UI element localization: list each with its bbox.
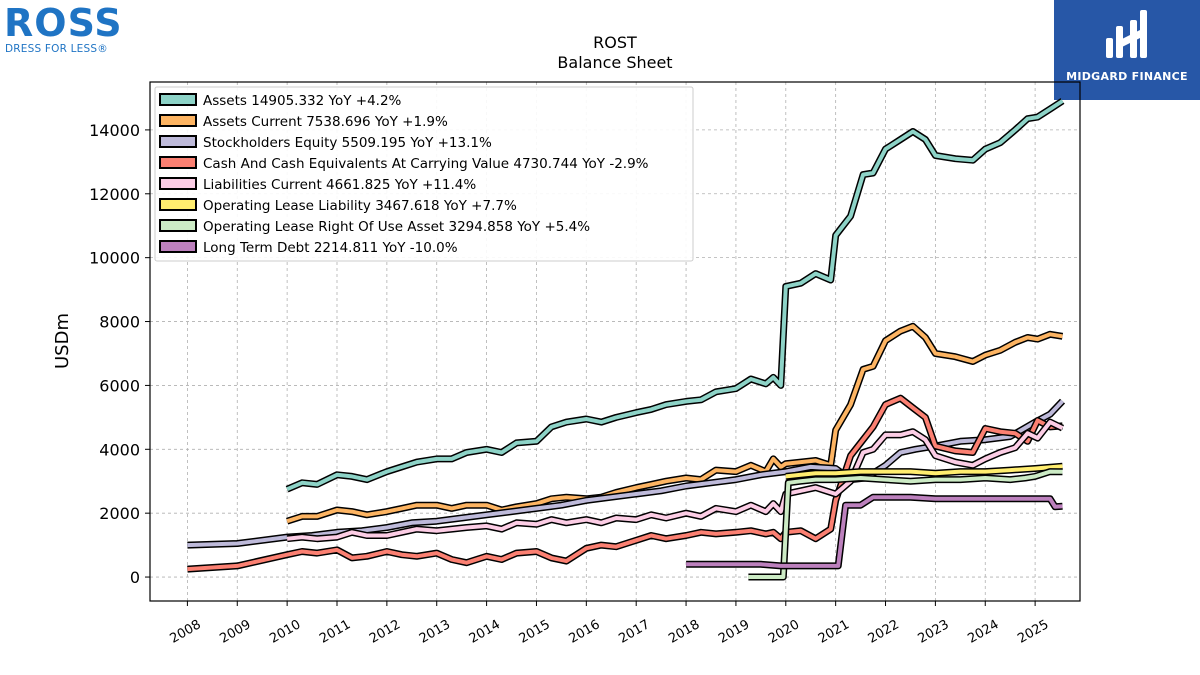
y-tick-label: 8000 bbox=[99, 313, 140, 332]
legend-label: Cash And Cash Equivalents At Carrying Va… bbox=[203, 156, 649, 172]
y-tick-label: 10000 bbox=[89, 249, 140, 268]
legend: Assets 14905.332 YoY +4.2% Assets Current… bbox=[154, 86, 694, 262]
legend-label: Operating Lease Right Of Use Asset 3294.… bbox=[203, 219, 590, 235]
y-tick-label: 0 bbox=[130, 568, 140, 587]
series-line bbox=[785, 464, 1063, 479]
y-tick-label: 14000 bbox=[89, 121, 140, 140]
legend-entry: Stockholders Equity 5509.195 YoY +13.1% bbox=[159, 135, 492, 151]
y-tick-label: 12000 bbox=[89, 185, 140, 204]
x-tick-label: 2014 bbox=[467, 617, 503, 647]
legend-entry: Cash And Cash Equivalents At Carrying Va… bbox=[159, 156, 649, 172]
x-tick-label: 2022 bbox=[866, 617, 902, 647]
x-tick-label: 2016 bbox=[566, 617, 602, 647]
legend-entry: Operating Lease Right Of Use Asset 3294.… bbox=[159, 219, 590, 235]
x-tick-label: 2008 bbox=[168, 617, 204, 647]
legend-label: Long Term Debt 2214.811 YoY -10.0% bbox=[203, 240, 458, 256]
x-tick-label: 2015 bbox=[517, 617, 553, 647]
x-tick-label: 2009 bbox=[217, 617, 253, 647]
midgard-logo-icon bbox=[1106, 10, 1147, 58]
legend-entry: Long Term Debt 2214.811 YoY -10.0% bbox=[159, 240, 458, 256]
y-tick-label: 4000 bbox=[99, 440, 140, 459]
x-tick-label: 2013 bbox=[417, 617, 453, 647]
x-tick-label: 2025 bbox=[1015, 617, 1051, 647]
legend-swatch bbox=[159, 219, 197, 232]
x-tick-label: 2010 bbox=[267, 617, 303, 647]
series-lines bbox=[187, 98, 1066, 581]
series-line bbox=[748, 469, 1063, 579]
legend-swatch bbox=[159, 93, 197, 106]
legend-label: Stockholders Equity 5509.195 YoY +13.1% bbox=[203, 135, 492, 151]
x-tick-label: 2012 bbox=[367, 617, 403, 647]
series-line bbox=[187, 396, 1063, 572]
legend-swatch bbox=[159, 135, 197, 148]
series-line bbox=[686, 495, 1063, 568]
x-tick-label: 2021 bbox=[816, 617, 852, 647]
legend-label: Assets Current 7538.696 YoY +1.9% bbox=[203, 114, 448, 130]
plot-frame bbox=[149, 81, 1081, 602]
series-operating-lease-liability bbox=[785, 462, 1063, 480]
y-tick-label: 6000 bbox=[99, 376, 140, 395]
ross-logo-tagline: DRESS FOR LESS® bbox=[5, 43, 108, 55]
y-tick-label: 2000 bbox=[99, 504, 140, 523]
series-long-term-debt bbox=[686, 493, 1063, 570]
y-axis-label: USDm bbox=[52, 313, 73, 369]
series-assets bbox=[285, 98, 1065, 493]
series-line bbox=[286, 324, 1063, 524]
series-liabilities-current bbox=[286, 418, 1065, 543]
x-tick-label: 2011 bbox=[317, 617, 353, 647]
legend-swatch bbox=[159, 177, 197, 190]
series-line bbox=[286, 420, 1064, 541]
x-tick-label: 2019 bbox=[716, 617, 752, 647]
x-tick-label: 2017 bbox=[616, 617, 652, 647]
x-tick-label: 2024 bbox=[965, 617, 1001, 647]
legend-swatch bbox=[159, 240, 197, 253]
x-tick-label: 2023 bbox=[916, 617, 952, 647]
legend-swatch bbox=[159, 198, 197, 211]
chart-title: ROST bbox=[593, 33, 637, 52]
legend-label: Operating Lease Liability 3467.618 YoY +… bbox=[203, 198, 517, 214]
ross-logo-word: ROSS bbox=[4, 1, 123, 45]
legend-box bbox=[154, 86, 694, 262]
chart-subtitle: Balance Sheet bbox=[557, 53, 672, 72]
series-assets-current bbox=[286, 322, 1064, 525]
midgard-brand-text: MIDGARD FINANCE bbox=[1066, 70, 1188, 83]
x-tick-label: 2020 bbox=[766, 617, 802, 647]
legend-entry: Assets Current 7538.696 YoY +1.9% bbox=[159, 114, 448, 130]
legend-entry: Assets 14905.332 YoY +4.2% bbox=[159, 93, 402, 109]
legend-label: Assets 14905.332 YoY +4.2% bbox=[203, 93, 402, 109]
legend-entry: Liabilities Current 4661.825 YoY +11.4% bbox=[159, 177, 476, 193]
legend-label: Liabilities Current 4661.825 YoY +11.4% bbox=[203, 177, 476, 193]
x-tick-label: 2018 bbox=[666, 617, 702, 647]
legend-entry: Operating Lease Liability 3467.618 YoY +… bbox=[159, 198, 517, 214]
ross-logo: ROSS DRESS FOR LESS® bbox=[4, 4, 136, 56]
series-line bbox=[286, 99, 1064, 492]
legend-swatch bbox=[159, 114, 197, 127]
series-line-outline bbox=[748, 468, 1063, 581]
midgard-finance-logo: MIDGARD FINANCE bbox=[1054, 0, 1200, 100]
legend-swatch bbox=[159, 156, 197, 169]
series-operating-lease-right-of-use-asset bbox=[748, 468, 1063, 581]
series-cash-and-cash-equivalents-at-carrying-value bbox=[187, 394, 1063, 573]
